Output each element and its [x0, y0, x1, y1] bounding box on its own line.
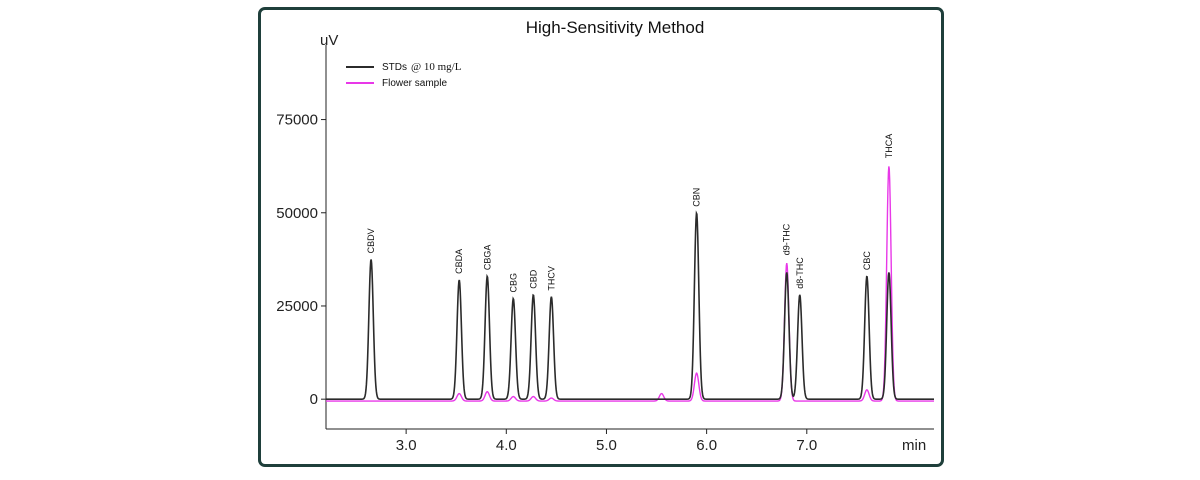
y-tick-label: 75000: [276, 112, 318, 129]
x-tick-label: 6.0: [696, 437, 717, 454]
peak-label: CBC: [862, 251, 872, 271]
y-tick-label: 25000: [276, 298, 318, 315]
x-tick-label: 5.0: [596, 437, 617, 454]
y-tick-label: 50000: [276, 205, 318, 222]
y-axis-unit: uV: [320, 32, 338, 49]
peak-label: CBGA: [482, 245, 492, 271]
legend: STDs @ 10 mg/L Flower sample: [346, 61, 462, 89]
peak-label: THCA: [884, 134, 894, 159]
x-tick-label: 4.0: [496, 437, 517, 454]
x-axis-unit: min: [902, 437, 926, 454]
peak-label: CBG: [508, 273, 518, 293]
series-line-flower-sample: [326, 166, 934, 402]
series-layer: [326, 166, 934, 402]
axes: 0 25000 50000 75000 3.0 4.0 5.0 6.0 7.0: [276, 45, 934, 454]
chart-title: High-Sensitivity Method: [526, 18, 705, 37]
peak-label: d9-THC: [782, 223, 792, 255]
peak-label: CBDA: [454, 249, 464, 274]
peak-label: CBD: [528, 269, 538, 289]
peak-label: CBDV: [366, 228, 376, 253]
series-line-stds: [326, 210, 934, 400]
y-tick-label: 0: [310, 391, 318, 408]
x-tick-label: 3.0: [396, 437, 417, 454]
legend-label-stds: STDs @ 10 mg/L: [382, 61, 462, 73]
peak-label: THCV: [546, 266, 556, 291]
peak-label: CBN: [692, 188, 702, 207]
legend-label-flower: Flower sample: [382, 78, 447, 89]
peak-label: d8-THC: [795, 257, 805, 289]
x-tick-label: 7.0: [796, 437, 817, 454]
